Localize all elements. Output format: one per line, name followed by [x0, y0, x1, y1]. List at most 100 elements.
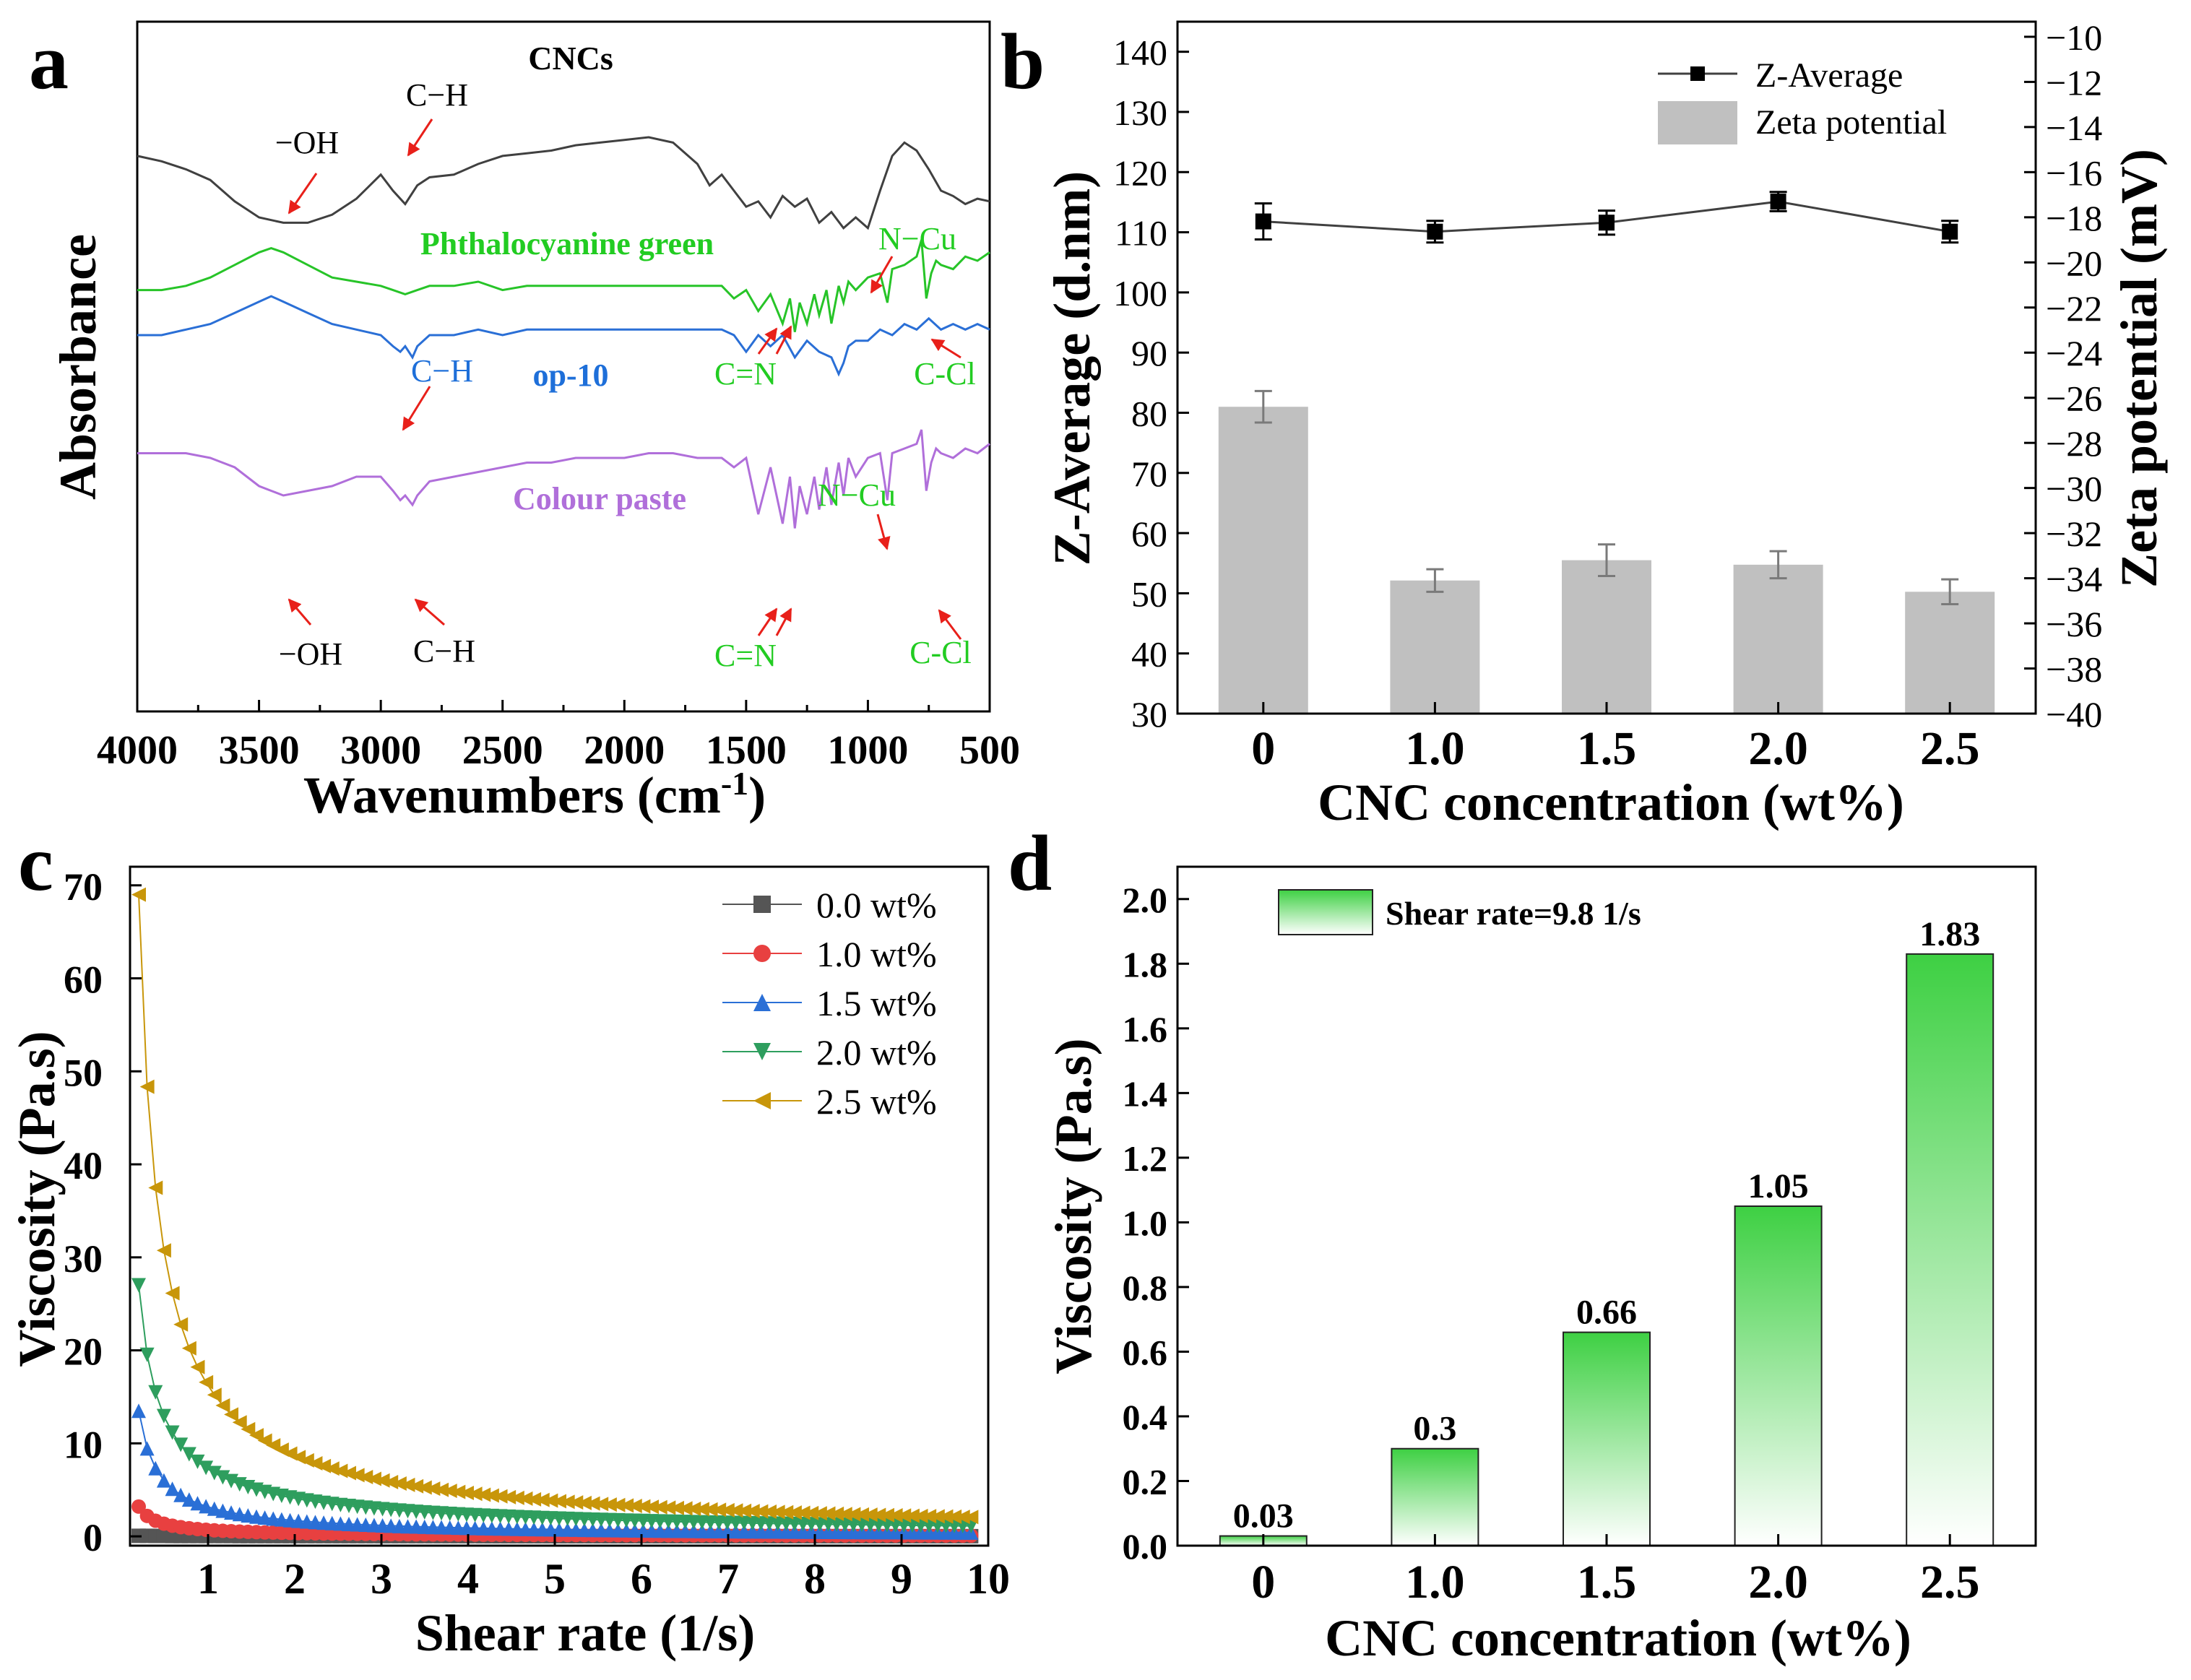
panel-c-marker [627, 1499, 642, 1514]
panel-b-right-tick-label: −24 [2046, 333, 2102, 373]
panel-c-marker [384, 1474, 399, 1489]
panel-c-marker [173, 1437, 189, 1452]
panel-d-bar-value-label: 1.05 [1748, 1167, 1809, 1205]
panel-c-marker [821, 1506, 836, 1521]
panel-c-marker [131, 1403, 146, 1419]
panel-c-marker [232, 1507, 247, 1522]
panel-c-marker [324, 1461, 340, 1476]
panel-a-x-tick-label: 1000 [827, 728, 908, 773]
panel-d-bar-value-label: 0.66 [1576, 1294, 1637, 1332]
panel-a-arrow [870, 256, 894, 294]
panel-d-x-tick-label: 0 [1251, 1556, 1275, 1608]
panel-c-marker [543, 1493, 558, 1508]
panel-c-marker [165, 1286, 180, 1301]
panel-c-marker [148, 1385, 163, 1400]
panel-d-bar [1906, 953, 1995, 1547]
panel-c-series-markers [131, 1278, 979, 1533]
panel-d-y-tick-label: 0.6 [1123, 1332, 1168, 1372]
panel-d-bar-value-label: 1.83 [1919, 915, 1980, 953]
panel-b-left-tick-label: 40 [1131, 634, 1167, 675]
panel-b-legend-label: Zeta potential [1755, 103, 1947, 142]
panel-c-marker [871, 1507, 886, 1523]
panel-c-marker [753, 1504, 769, 1519]
panel-b-right-tick-label: −16 [2046, 152, 2102, 193]
panel-c-marker [552, 1494, 566, 1509]
panel-d-y-tick-label: 0.0 [1123, 1526, 1168, 1567]
panel-d-y-tick-label: 0.8 [1123, 1268, 1168, 1308]
panel-c-x-tick-label: 7 [717, 1555, 739, 1603]
panel-c-marker [913, 1508, 928, 1523]
panel-a-arrow [288, 598, 312, 625]
panel-c-marker [896, 1508, 912, 1523]
panel-d-bar-value-label: 0.03 [1233, 1497, 1294, 1536]
panel-b-right-tick-label: −34 [2046, 559, 2102, 599]
panel-b-zavg-marker [1599, 215, 1615, 231]
panel-c-marker [241, 1421, 256, 1437]
panel-b-right-tick-label: −20 [2046, 243, 2102, 283]
panel-c-marker [636, 1499, 651, 1514]
panel-c-marker [199, 1460, 214, 1476]
panel-c-marker [249, 1428, 264, 1443]
panel-c-marker [190, 1496, 205, 1511]
panel-b-left-tick-label: 140 [1113, 33, 1167, 73]
panel-c-marker [190, 1359, 205, 1374]
panel-c-marker [215, 1503, 230, 1518]
panel-c-series-markers [131, 887, 979, 1525]
panel-c-marker [652, 1499, 667, 1515]
panel-label-a: a [29, 17, 69, 105]
panel-c-marker [619, 1498, 634, 1513]
panel-c-plot-frame [129, 865, 990, 1547]
panel-b-left-tick-label: 60 [1131, 514, 1167, 554]
panel-c-viscosity-curves: 1 2 3 4 5 6 7 8 9 10 0 10 20 30 40 50 60 70 Shear rate (1/… [8, 865, 1010, 1662]
panel-c-marker [888, 1508, 903, 1523]
panel-a-arrow [288, 173, 318, 215]
panel-c-marker [156, 1408, 171, 1424]
panel-b-x-tick-label: 2.5 [1920, 722, 1980, 775]
panel-d-legend-label: Shear rate=9.8 1/s [1386, 895, 1641, 932]
panel-d-bar [1734, 1205, 1823, 1546]
panel-a-series-line [137, 239, 990, 332]
panel-c-y-tick-label: 20 [64, 1330, 103, 1374]
panel-label-b: b [1001, 17, 1045, 105]
panel-c-marker [148, 1460, 163, 1476]
panel-b-zeta-bar [1390, 580, 1480, 714]
panel-c-marker [560, 1494, 575, 1510]
panel-b-y-axis-label: Z-Average (d.nm) [1043, 171, 1101, 566]
panel-b-zeta-chart: 30 40 50 60 70 80 90 100 110 120 130 140 −40−38 −36 −3… [1043, 17, 2168, 831]
panel-c-x-axis-label: Shear rate (1/s) [415, 1604, 756, 1662]
panel-c-marker [181, 1492, 196, 1507]
panel-c-y-tick-label: 0 [83, 1516, 103, 1559]
panel-a-ftir-chart: 4000 3500 3000 2500 2000 1500 1000 500 Wavenumbe… [49, 20, 1020, 824]
panel-b-left-tick-label: 30 [1131, 694, 1167, 735]
panel-a-arrow [775, 607, 792, 636]
panel-c-marker [207, 1387, 222, 1403]
panel-c-marker [493, 1489, 508, 1504]
panel-d-bar [1391, 1447, 1479, 1546]
panel-c-marker [804, 1505, 819, 1520]
panel-c-legend-marker [753, 896, 771, 913]
panel-a-annotation: C=N [714, 638, 777, 673]
panel-c-marker [569, 1495, 584, 1510]
panel-c-marker [165, 1425, 180, 1440]
panel-d-x-tick-label: 2.0 [1748, 1556, 1808, 1608]
panel-c-x-tick-label: 10 [967, 1555, 1010, 1603]
panel-c-marker [863, 1507, 878, 1523]
panel-c-marker [476, 1487, 491, 1502]
panel-c-marker [837, 1507, 852, 1522]
panel-c-marker [131, 1278, 146, 1293]
panel-b-right-tick-label: −38 [2046, 649, 2102, 690]
panel-c-marker [417, 1480, 432, 1495]
panel-b-left-tick-label: 100 [1113, 273, 1167, 313]
panel-c-marker [484, 1488, 499, 1503]
panel-b-left-tick-label: 120 [1113, 152, 1167, 193]
panel-c-x-tick-label: 1 [197, 1555, 219, 1603]
panel-c-legend-label: 1.0 wt% [816, 934, 937, 974]
panel-d-y-tick-label: 1.8 [1123, 944, 1168, 984]
panel-a-arrow [414, 598, 445, 626]
panel-a-series-line [137, 429, 990, 529]
panel-b-legend-marker [1690, 66, 1705, 81]
panel-b-zavg-marker [1770, 194, 1786, 210]
panel-c-marker [712, 1502, 727, 1517]
panel-a-series-line [137, 295, 990, 377]
